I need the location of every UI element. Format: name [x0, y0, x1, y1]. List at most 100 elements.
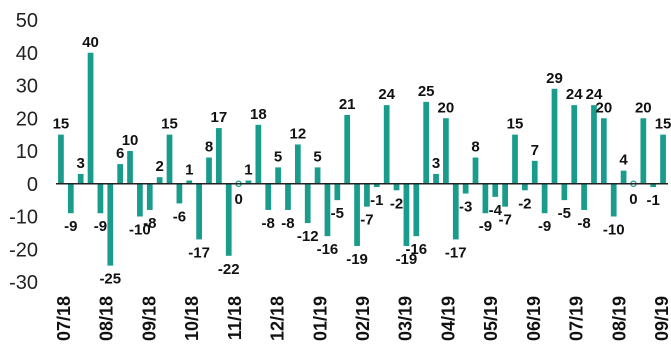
data-label: 24 [378, 86, 395, 103]
bar [97, 183, 104, 214]
x-tick-label: 02/19 [353, 296, 373, 341]
bar [294, 144, 301, 184]
data-label: -9 [94, 218, 107, 235]
bar [146, 183, 153, 210]
y-tick-label: 0 [27, 174, 38, 196]
bar [77, 173, 84, 184]
bar [354, 183, 360, 246]
data-label: -10 [129, 222, 151, 239]
data-label: 20 [595, 99, 612, 116]
x-tick-label: 06/19 [524, 296, 544, 341]
data-label: 20 [438, 99, 455, 116]
bar [107, 183, 114, 266]
bar [67, 183, 74, 214]
data-label: 20 [635, 99, 652, 116]
x-tick-label: 07/19 [567, 296, 587, 341]
x-tick-label: 01/19 [310, 296, 330, 341]
bar [541, 183, 548, 214]
data-label: -8 [577, 215, 590, 232]
bar [650, 183, 657, 188]
data-label: -9 [538, 218, 551, 235]
data-label: 24 [586, 86, 603, 103]
data-label: -6 [173, 208, 186, 225]
x-tick-label: 08/18 [97, 296, 117, 341]
bar [610, 183, 617, 217]
y-tick-label: 10 [16, 141, 38, 163]
data-label: 1 [244, 161, 252, 178]
bar [216, 128, 222, 184]
bar [87, 52, 94, 184]
bar [285, 183, 291, 210]
data-label: -8 [262, 215, 275, 232]
bar [522, 183, 528, 191]
data-label: -3 [459, 199, 472, 216]
data-label: -12 [297, 228, 319, 245]
bar [255, 124, 262, 184]
data-label: 15 [161, 116, 178, 133]
data-label: 8 [205, 139, 213, 156]
x-tick-label: 10/18 [182, 296, 202, 341]
bar [403, 183, 410, 246]
bar [433, 173, 439, 184]
bar [502, 183, 508, 207]
bar [196, 183, 202, 240]
x-tick-label: 12/18 [268, 296, 288, 341]
data-label: -25 [99, 271, 121, 288]
bar [531, 160, 538, 184]
bar [660, 134, 666, 184]
x-tick-label: 11/18 [225, 296, 245, 340]
bar [275, 167, 281, 184]
data-label: 5 [274, 148, 282, 165]
data-label: -8 [143, 215, 156, 232]
bar [334, 183, 341, 201]
data-label: 3 [432, 155, 440, 172]
x-tick-label: 08/19 [609, 296, 629, 341]
x-tick-label: 09/19 [652, 296, 671, 341]
bar [58, 134, 64, 184]
bar [551, 88, 558, 184]
bar [443, 118, 449, 184]
bar [137, 183, 143, 217]
bar [225, 183, 232, 256]
data-label: 15 [53, 116, 70, 133]
x-tick-label: 07/18 [54, 296, 74, 341]
bars-group [58, 52, 666, 266]
x-axis-ticks: 07/18 08/18 09/18 10/18 11/18 12/18 01/19 02/19… [54, 296, 671, 341]
bar [591, 105, 597, 184]
data-label: 40 [82, 34, 99, 51]
bar [393, 183, 400, 191]
bar [156, 177, 163, 184]
bar [176, 183, 183, 204]
data-label: 2 [155, 158, 163, 175]
data-label: -8 [281, 215, 294, 232]
data-label: 17 [211, 109, 228, 126]
data-label: -16 [317, 241, 339, 258]
y-tick-label: 50 [16, 10, 38, 32]
data-label: -17 [188, 244, 210, 261]
x-tick-label: 09/18 [139, 296, 159, 341]
bar [423, 101, 430, 184]
data-label: 6 [116, 145, 124, 162]
data-label: -1 [370, 192, 383, 209]
bar [383, 105, 390, 184]
x-tick-label: 04/19 [438, 296, 458, 341]
data-label: 21 [339, 96, 356, 113]
data-label: -2 [518, 195, 531, 212]
bar [186, 180, 193, 184]
data-label: -2 [390, 195, 403, 212]
data-label: 0 [234, 191, 242, 208]
bar [304, 183, 311, 224]
bar [206, 157, 212, 184]
data-label: 18 [250, 106, 267, 123]
data-label: -19 [396, 251, 418, 268]
data-label: 5 [313, 148, 321, 165]
data-label: 4 [619, 152, 628, 169]
data-label: -5 [331, 205, 344, 222]
data-label: -5 [558, 205, 571, 222]
data-label: -10 [603, 222, 625, 239]
x-tick-label: 03/19 [396, 296, 416, 341]
bar [462, 183, 469, 194]
data-label: 15 [507, 116, 524, 133]
